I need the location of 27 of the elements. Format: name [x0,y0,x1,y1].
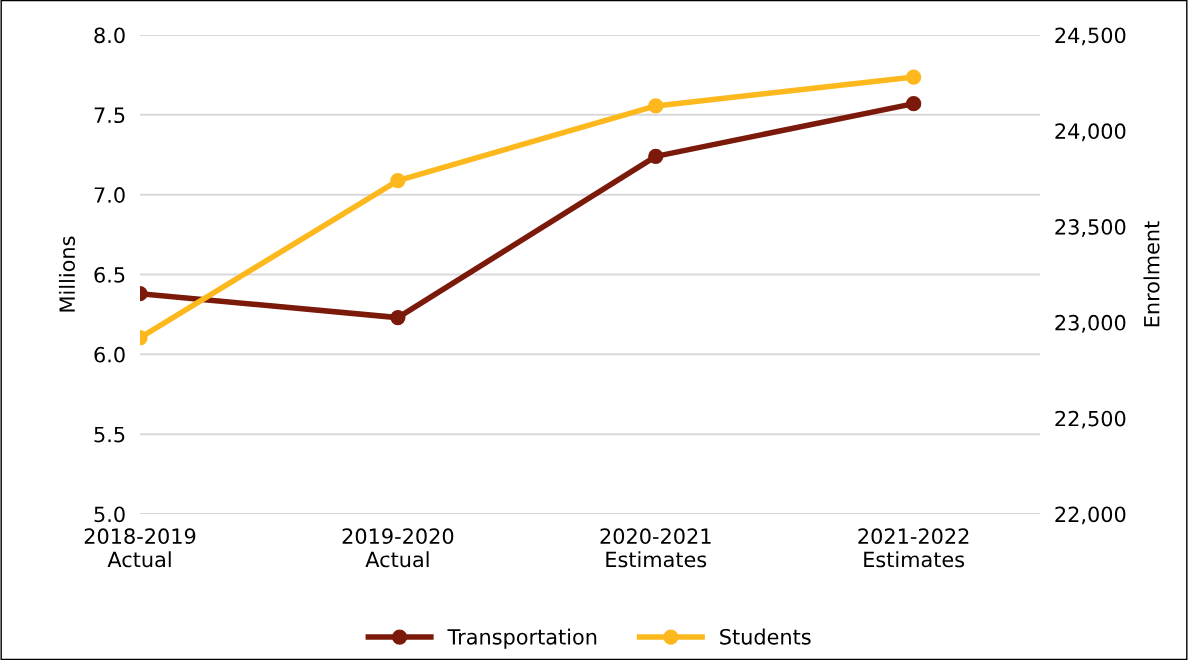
point [905,69,922,85]
x-tick-label: 2018-2019 Actual [84,528,196,568]
point [905,96,922,112]
legend-label: Transportation [447,628,597,649]
point [648,148,664,164]
x-tick-label: 2019-2020 Actual [342,528,454,568]
point [390,172,406,189]
y2-tick-label: 24,000 [1055,123,1126,142]
point [648,98,664,114]
y2-tick-label: 23,500 [1055,219,1126,237]
y-tick-label: 5.5 [94,426,125,443]
y-tick-label: 7.5 [94,107,125,124]
y-tick-label: 6.0 [94,346,125,363]
legend-label: Students [720,628,811,645]
y-tick-label: 8.0 [94,27,125,44]
x-tick-label: 2021-2022 Estimates [858,528,969,568]
x-tick-label: 2020-2021 Estimates [600,528,711,568]
y2-axis-title: Enrolment [1143,221,1160,327]
y2-tick-label: 22,000 [1055,506,1126,525]
y2-tick-label: 23,000 [1055,314,1126,333]
point [390,309,406,326]
y2-tick-label: 22,500 [1055,410,1126,429]
y-tick-label: 6.5 [94,266,125,283]
y-tick-label: 5.0 [94,506,125,523]
y-axis-title: Millions [58,236,76,312]
y2-tick-label: 24,500 [1055,27,1126,46]
y-tick-label: 7.0 [94,187,125,203]
